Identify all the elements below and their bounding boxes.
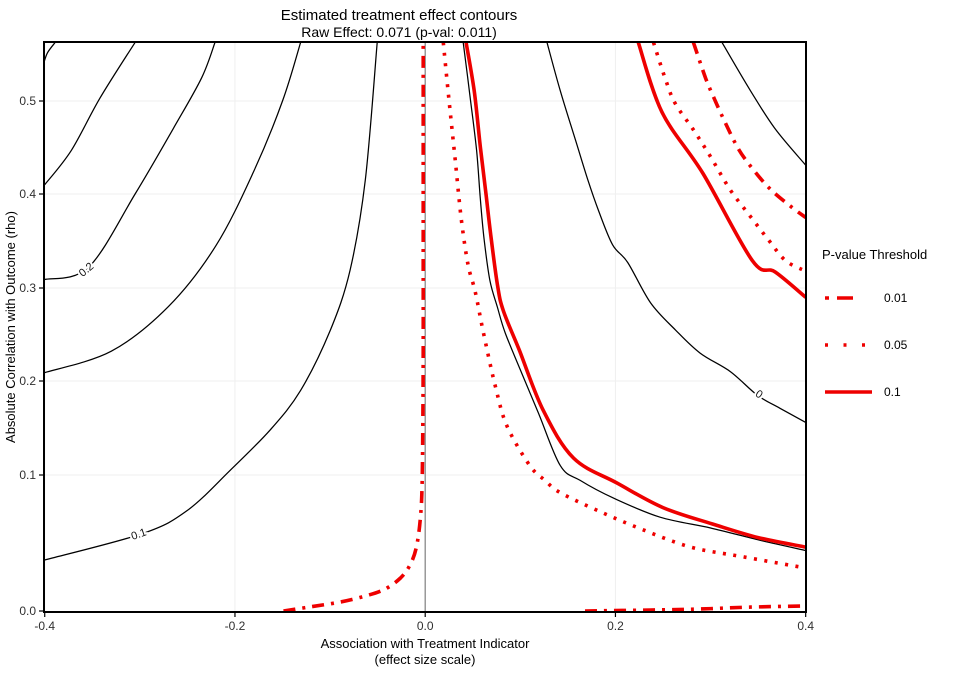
pvalue-contour-0.05 [651,42,806,273]
x-tick-label: -0.4 [34,619,55,633]
pvalue-contour-0.1 [464,42,806,549]
plot-title: Estimated treatment effect contours [281,7,518,24]
effect-contour-0.1 [44,42,378,561]
plot-subtitle: Raw Effect: 0.071 (p-val: 0.011) [301,24,497,40]
legend-item-0.01: 0.01 [825,291,908,305]
legend-item-0.05: 0.05 [825,338,908,352]
x-tick-label: 0.4 [797,619,814,633]
legend-label: 0.1 [884,385,901,399]
y-tick-label: 0.3 [19,281,36,295]
x-tick-label: 0.2 [607,619,624,633]
pvalue-contour-0.05 [441,42,806,570]
grid-lines [44,42,807,612]
y-tick-label: 0.4 [19,187,36,201]
legend-item-0.1: 0.1 [825,385,901,399]
y-tick-label: 0.0 [19,604,36,618]
legend-label: 0.05 [884,338,908,352]
plot-panel: 0.20.10 [43,41,807,613]
effect-contour-right-inner [462,42,806,552]
y-axis: 0.0 0.1 0.2 0.3 0.4 0.5 [19,94,44,618]
pvalue-contour-0.01 [584,604,806,612]
x-axis: -0.4 -0.2 0.0 0.2 0.4 [34,612,814,633]
legend-label: 0.01 [884,291,908,305]
effect-contour-0.2 [44,42,216,281]
x-tick-label: 0.0 [417,619,434,633]
pvalue-contour-0.1 [636,42,806,299]
x-tick-label: -0.2 [225,619,246,633]
legend: P-value Threshold 0.01 0.05 0.1 [822,247,927,399]
x-axis-title-line1: Association with Treatment Indicator [321,636,530,651]
y-tick-label: 0.1 [19,468,36,482]
effect-contour-0 [546,42,806,423]
effect-contour-top-right [721,42,806,166]
contour-lines [44,42,806,612]
y-tick-label: 0.2 [19,374,36,388]
legend-title: P-value Threshold [822,247,927,262]
effect-contour-mid-left [44,42,302,374]
x-axis-title-line2: (effect size scale) [375,652,476,667]
pvalue-contour-0.01 [283,42,426,612]
effect-contour-upper-2 [44,42,136,186]
y-axis-title: Absolute Correlation with Outcome (rho) [3,211,18,443]
y-tick-label: 0.5 [19,94,36,108]
